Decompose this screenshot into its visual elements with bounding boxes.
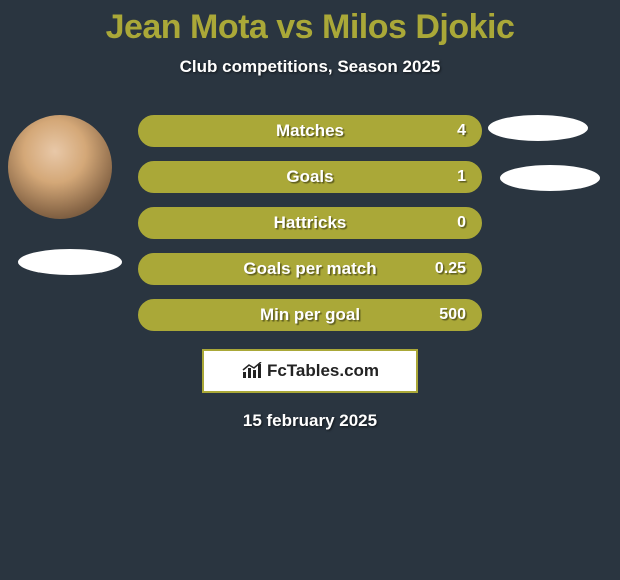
stat-label: Goals	[286, 167, 333, 187]
player-left-avatar	[8, 115, 112, 219]
stat-bar-matches: Matches 4	[138, 115, 482, 147]
stat-label: Goals per match	[243, 259, 376, 279]
chart-icon	[241, 362, 263, 380]
stat-label: Hattricks	[274, 213, 347, 233]
stat-bar-hattricks: Hattricks 0	[138, 207, 482, 239]
comparison-title: Jean Mota vs Milos Djokic	[0, 0, 620, 47]
stat-bar-goals-per-match: Goals per match 0.25	[138, 253, 482, 285]
comparison-subtitle: Club competitions, Season 2025	[0, 57, 620, 77]
stat-value: 0.25	[435, 260, 466, 278]
stat-label: Min per goal	[260, 305, 360, 325]
brand-box: FcTables.com	[202, 349, 418, 393]
stat-bar-goals: Goals 1	[138, 161, 482, 193]
stat-bar-min-per-goal: Min per goal 500	[138, 299, 482, 331]
content-area: Matches 4 Goals 1 Hattricks 0 Goals per …	[0, 115, 620, 431]
brand-text: FcTables.com	[267, 361, 379, 381]
shadow-ellipse-left	[18, 249, 122, 275]
shadow-ellipse-right-1	[488, 115, 588, 141]
stat-bars: Matches 4 Goals 1 Hattricks 0 Goals per …	[138, 115, 482, 331]
shadow-ellipse-right-2	[500, 165, 600, 191]
stat-label: Matches	[276, 121, 344, 141]
stat-value: 4	[457, 122, 466, 140]
stat-value: 0	[457, 214, 466, 232]
stat-value: 500	[439, 306, 466, 324]
stat-value: 1	[457, 168, 466, 186]
date-label: 15 february 2025	[0, 411, 620, 431]
